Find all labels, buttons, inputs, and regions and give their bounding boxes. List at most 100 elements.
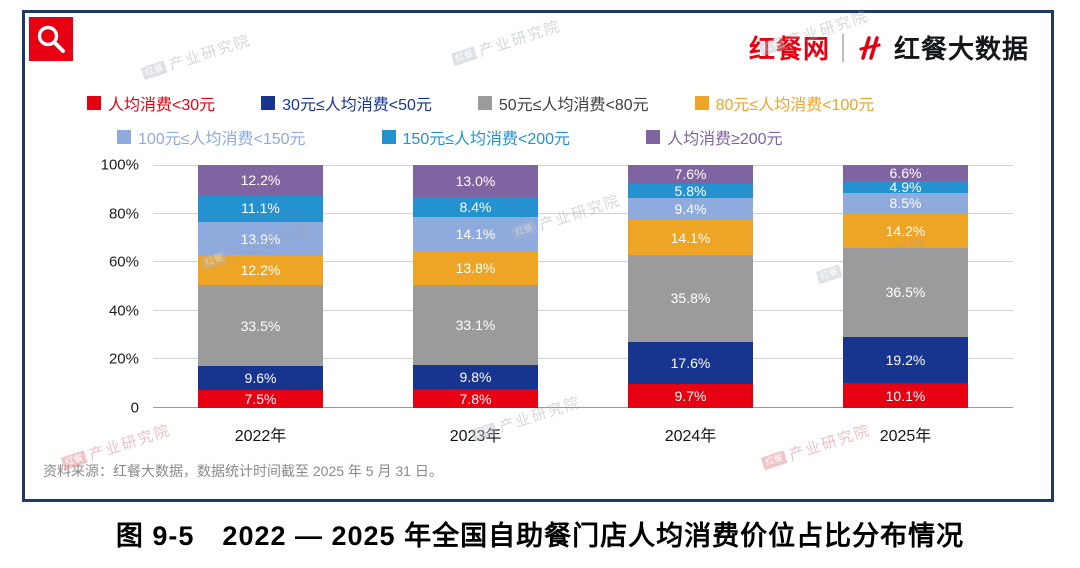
legend-swatch [694, 96, 709, 110]
bar-segment: 11.1% [198, 194, 323, 222]
bar-segment: 9.6% [198, 366, 323, 390]
bar-segment-label: 12.2% [240, 262, 281, 279]
bar-segment-label: 13.0% [455, 172, 496, 189]
legend-label: 150元≤人均消费<200元 [402, 131, 571, 148]
legend-row-1: 人均消费<30元 30元≤人均消费<50元 50元≤人均消费<80元 80元≤人均消费… [25, 91, 874, 115]
bar-segment-label: 14.1% [455, 226, 496, 243]
brand-header: 红餐网 红餐大数据 [749, 29, 1029, 66]
gridline [153, 309, 1013, 311]
bar-segment-label: 9.6% [244, 370, 277, 387]
magnifier-icon [37, 25, 65, 53]
legend-row-2: 100元≤人均消费<150元 150元≤人均消费<200元 人均消费≥200元 [25, 125, 783, 149]
bar-segment: 35.8% [628, 254, 753, 342]
y-axis-tick-label: 60% [108, 253, 139, 271]
bar-segment-label: 11.1% [241, 200, 280, 217]
y-axis-tick-label: 20% [108, 350, 139, 368]
bar-segment: 13.9% [198, 221, 323, 256]
gridline [153, 212, 1013, 214]
bar-segment: 36.5% [843, 248, 968, 337]
bar-segment: 17.6% [628, 341, 753, 385]
legend-swatch [87, 96, 101, 110]
figure-caption: 图 9-5 2022 — 2025 年全国自助餐门店人均消费价位占比分布情况 [115, 521, 965, 551]
bar-segment: 4.9% [843, 180, 968, 194]
bar-segment-label: 9.7% [674, 388, 707, 405]
legend-swatch [261, 96, 276, 110]
bar-segment: 9.4% [628, 197, 753, 221]
figure-panel: 红餐网 红餐大数据 人均消费<30元 30元≤人均消费<50元 50元≤人均消费<8… [22, 10, 1054, 502]
bar-segment: 5.8% [628, 182, 753, 199]
x-axis-tick-label: 2022年 [234, 428, 287, 445]
bar-segment-label: 33.1% [455, 317, 496, 334]
y-axis-tick-label: 40% [108, 302, 139, 320]
bar-segment-label: 7.6% [674, 166, 707, 183]
legend-label: 30元≤人均消费<50元 [282, 97, 432, 114]
legend-swatch [381, 130, 396, 144]
legend-item: 50元≤人均消费<80元 [477, 91, 649, 115]
bar-segment-label: 7.8% [459, 390, 492, 407]
y-axis-tick-label: 0 [130, 399, 139, 417]
y-axis-tick-label: 100% [100, 156, 139, 174]
brand-hongcan-bigdata: 红餐大数据 [893, 34, 1029, 64]
stacked-bar: 7.5% 9.6% 33.5% 12.2% 13.9% 11.1% 12.2% [198, 165, 323, 408]
legend-item: 100元≤人均消费<150元 [117, 125, 306, 149]
bar-segment-label: 8.5% [889, 195, 922, 212]
bar-segment-label: 35.8% [670, 290, 711, 307]
brand-divider [841, 33, 844, 62]
bar-segment: 7.8% [413, 389, 538, 408]
legend-item: 150元≤人均消费<200元 [381, 125, 571, 149]
x-axis-tick-label: 2023年 [449, 428, 502, 445]
bar-segment: 14.1% [628, 220, 753, 255]
bar-segment: 13.0% [413, 165, 538, 197]
legend-item: 人均消费≥200元 [646, 125, 783, 149]
bar-segment: 9.8% [413, 365, 538, 390]
bar-segment: 7.6% [628, 165, 753, 184]
brand-h-icon [859, 35, 881, 60]
bar-segment-label: 10.1% [885, 387, 926, 404]
legend-label: 80元≤人均消费<100元 [715, 97, 875, 114]
bar-segment-label: 13.9% [240, 230, 281, 247]
brand-hongcanwang: 红餐网 [748, 34, 830, 64]
legend-item: 30元≤人均消费<50元 [261, 91, 432, 115]
bar-segment: 8.5% [843, 193, 968, 214]
bar-segment-label: 13.8% [455, 260, 496, 277]
bar-segment-label: 8.4% [459, 198, 492, 215]
x-axis-tick-label: 2025年 [879, 428, 932, 445]
bar-segment-label: 6.6% [889, 165, 922, 182]
bar-segment-label: 36.5% [885, 284, 926, 301]
legend-item: 人均消费<30元 [87, 91, 215, 115]
bar-segment-label: 7.5% [244, 390, 277, 407]
bar-segment-label: 9.4% [674, 201, 707, 218]
gridline [153, 358, 1013, 360]
bar-segment-label: 5.8% [674, 182, 707, 199]
bar-segment-label: 14.2% [885, 222, 926, 239]
stacked-bar: 10.1% 19.2% 36.5% 14.2% 8.5% 4.9% 6.6% [843, 165, 968, 408]
magnifier-logo [29, 17, 73, 61]
stacked-bar: 7.8% 9.8% 33.1% 13.8% 14.1% 8.4% 13.0% [413, 165, 538, 408]
bar-segment: 33.1% [413, 284, 538, 366]
stacked-bar: 9.7% 17.6% 35.8% 14.1% 9.4% 5.8% 7.6% [628, 165, 753, 408]
legend-label: 50元≤人均消费<80元 [498, 97, 649, 114]
legend-label: 100元≤人均消费<150元 [138, 131, 306, 148]
bar-segment: 14.1% [413, 217, 538, 252]
bar-segment: 33.5% [198, 285, 323, 367]
bar-segment: 10.1% [843, 383, 968, 408]
legend-swatch [117, 130, 131, 144]
legend-swatch [477, 96, 492, 110]
bar-segment-label: 9.8% [459, 369, 492, 386]
bar-segment: 13.8% [413, 251, 538, 285]
gridline [153, 407, 1013, 408]
bar-segment-label: 14.1% [670, 229, 711, 246]
bar-segment: 12.2% [198, 255, 323, 286]
legend-item: 80元≤人均消费<100元 [694, 91, 875, 115]
gridline [153, 261, 1013, 263]
legend-swatch [646, 130, 661, 144]
bar-segment: 12.2% [198, 165, 323, 195]
x-axis-tick-label: 2024年 [664, 428, 717, 445]
bar-segment: 8.4% [413, 196, 538, 218]
bar-segment: 14.2% [843, 213, 968, 249]
bar-segment-label: 17.6% [670, 355, 711, 372]
bar-segment: 7.5% [198, 389, 323, 408]
source-note: 资料来源：红餐大数据，数据统计时间截至 2025 年 5 月 31 日。 [43, 463, 443, 479]
y-axis-tick-label: 80% [108, 205, 139, 223]
legend-label: 人均消费≥200元 [667, 131, 783, 148]
